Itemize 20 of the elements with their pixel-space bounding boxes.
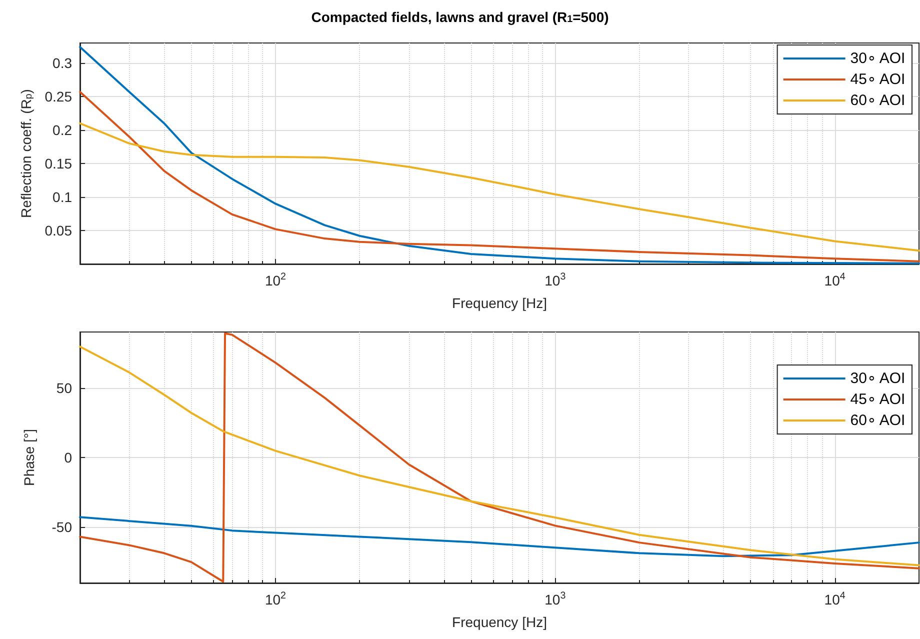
- y-tick-label: 0: [64, 450, 72, 466]
- y-tick-label: 50: [56, 380, 72, 396]
- y-axis-title: Reflection coeff. (Rp): [18, 89, 34, 218]
- legend-label: 45∘ AOI: [850, 71, 906, 88]
- y-tick-label: 0.3: [52, 55, 72, 72]
- legend-label: 30∘ AOI: [850, 370, 906, 387]
- y-tick-label: -50: [52, 519, 72, 536]
- y-tick-label: 0.1: [52, 189, 72, 206]
- x-axis-title: Frequency [Hz]: [452, 295, 547, 311]
- y-tick-label: 0.2: [52, 122, 72, 138]
- y-axis-title: Phase [°]: [21, 429, 37, 486]
- chart-title: Compacted fields, lawns and gravel (R1=500): [311, 8, 609, 26]
- y-tick-label: 0.05: [44, 222, 72, 239]
- y-tick-label: 0.25: [44, 88, 72, 105]
- y-tick-label: 0.15: [44, 156, 72, 172]
- legend-label: 60∘ AOI: [850, 92, 906, 109]
- x-axis-title: Frequency [Hz]: [452, 614, 547, 630]
- legend-label: 45∘ AOI: [850, 391, 906, 408]
- legend-label: 30∘ AOI: [850, 50, 906, 67]
- legend-label: 60∘ AOI: [850, 412, 906, 429]
